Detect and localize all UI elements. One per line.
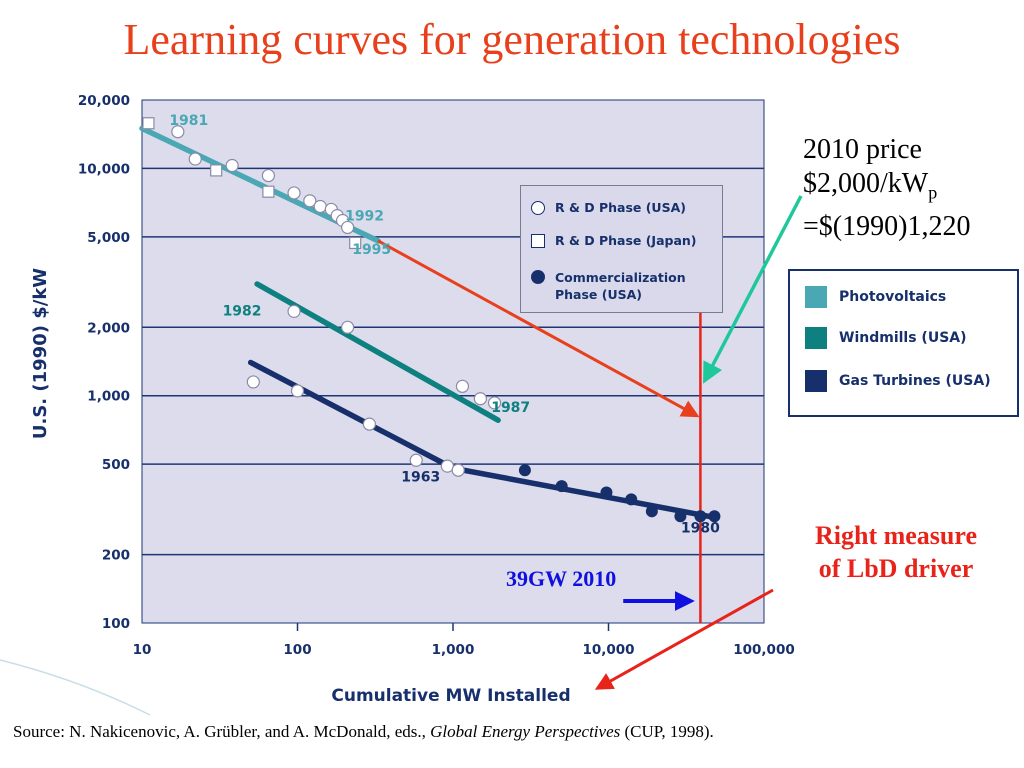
price-note-line3: =$(1990)1,220	[803, 210, 971, 242]
tech-legend-windmills: Windmills (USA)	[805, 327, 967, 349]
lbd-note-line1: Right measure	[814, 521, 977, 550]
legend-item-commercial-usa: Commercialization Phase (USA)	[531, 269, 701, 303]
color-swatch	[805, 327, 827, 349]
color-swatch	[805, 286, 827, 308]
plot-area	[141, 99, 765, 624]
data-point-commercial-usa	[674, 510, 687, 523]
x-tick-label: 1,000	[432, 642, 475, 658]
data-point-rd-usa	[440, 459, 454, 473]
x-tick-label: 100,000	[733, 642, 795, 658]
legend-item-rd-japan: R & D Phase (Japan)	[531, 233, 697, 248]
data-point-rd-japan	[142, 117, 155, 130]
source-book-title: Global Energy Perspectives	[430, 722, 621, 741]
x-tick-label: 100	[283, 642, 311, 658]
tech-legend-photovoltaics: Photovoltaics	[805, 286, 946, 308]
source-citation: Source: N. Nakicenovic, A. Grübler, and …	[13, 722, 714, 742]
data-point-rd-japan	[210, 164, 223, 177]
gw-note: 39GW 2010	[506, 566, 617, 591]
tech-legend-label: Gas Turbines (USA)	[839, 373, 991, 389]
slide-title: Learning curves for generation technolog…	[123, 15, 901, 64]
data-point-rd-usa	[287, 186, 301, 200]
x-tick-label: 10	[133, 642, 152, 658]
price-value: $2,000/kW	[803, 168, 929, 199]
legend-label: R & D Phase (Japan)	[555, 233, 697, 248]
y-tick-label: 1,000	[87, 389, 130, 405]
year-label: 1980	[681, 521, 720, 537]
color-swatch	[805, 370, 827, 392]
data-point-rd-usa	[313, 199, 327, 214]
y-tick-label: 5,000	[87, 230, 130, 246]
data-point-commercial-usa	[518, 464, 531, 477]
data-point-rd-usa	[451, 463, 465, 477]
data-point-commercial-usa	[645, 505, 658, 518]
y-axis-label: U.S. (1990) $/kW	[30, 268, 51, 439]
data-point-rd-usa	[290, 384, 305, 398]
y-tick-label: 200	[102, 548, 130, 564]
source-text: Source: N. Nakicenovic, A. Grübler, and …	[13, 722, 431, 741]
lbd-callout-arrow	[594, 588, 774, 690]
technology-legend: Photovoltaics Windmills (USA) Gas Turbin…	[788, 269, 1019, 417]
data-point-rd-usa	[341, 320, 355, 334]
marker-legend: R & D Phase (USA) R & D Phase (Japan) Co…	[520, 185, 723, 313]
data-point-rd-usa	[188, 152, 202, 166]
data-point-rd-usa	[287, 304, 301, 318]
tech-legend-label: Windmills (USA)	[839, 330, 967, 346]
open-square-icon	[531, 234, 545, 248]
data-point-rd-usa	[261, 168, 276, 183]
data-point-commercial-usa	[600, 486, 613, 499]
legend-item-rd-usa: R & D Phase (USA)	[531, 200, 686, 215]
data-point-commercial-usa	[625, 493, 638, 506]
year-label: 1995	[352, 242, 391, 258]
data-point-rd-usa	[303, 194, 317, 208]
data-point-commercial-usa	[694, 510, 707, 523]
filled-circle-icon	[531, 270, 545, 284]
price-callout-arrow	[703, 195, 803, 384]
data-point-rd-japan	[349, 236, 362, 250]
data-point-rd-usa	[246, 375, 260, 389]
data-point-rd-usa	[171, 125, 185, 139]
legend-label: R & D Phase (USA)	[555, 200, 686, 215]
y-tick-label: 100	[102, 616, 130, 632]
y-tick-label: 500	[102, 457, 130, 473]
data-point-commercial-usa	[708, 510, 721, 523]
tech-legend-gas-turbines: Gas Turbines (USA)	[805, 370, 991, 392]
year-label: 1992	[345, 209, 384, 225]
open-circle-icon	[531, 201, 545, 215]
data-point-rd-usa	[473, 392, 487, 406]
y-tick-label: 2,000	[87, 320, 130, 336]
extrapolation-arrow	[377, 239, 700, 418]
year-label: 1963	[401, 469, 440, 485]
legend-label: Commercialization Phase (USA)	[555, 270, 686, 302]
y-tick-label: 20,000	[78, 93, 130, 109]
data-point-rd-japan	[262, 185, 275, 198]
data-point-rd-usa	[341, 220, 355, 235]
year-label: 1981	[169, 113, 208, 129]
data-point-rd-usa	[455, 379, 470, 393]
data-point-rd-usa	[362, 417, 377, 431]
decorative-arc	[0, 659, 151, 716]
lbd-note-line2: of LbD driver	[818, 554, 974, 583]
data-point-commercial-usa	[555, 480, 568, 493]
price-unit-subscript: p	[928, 182, 938, 203]
y-tick-label: 10,000	[78, 161, 130, 177]
lbd-note: Right measure of LbD driver	[778, 519, 1014, 585]
price-note-line1: 2010 price	[803, 134, 922, 165]
tech-legend-label: Photovoltaics	[839, 289, 947, 305]
year-label: 1982	[223, 304, 262, 320]
price-note: 2010 price $2,000/kWp =$(1990)1,220	[803, 133, 970, 244]
data-point-rd-usa	[487, 396, 502, 410]
data-point-rd-usa	[409, 453, 423, 467]
x-axis-label: Cumulative MW Installed	[331, 686, 570, 706]
data-point-rd-usa	[225, 158, 239, 173]
year-label: 1987	[491, 400, 530, 416]
x-tick-label: 10,000	[582, 642, 634, 658]
price-note-line2: $2,000/kWp	[803, 167, 970, 210]
source-text-suffix: (CUP, 1998).	[620, 722, 714, 741]
